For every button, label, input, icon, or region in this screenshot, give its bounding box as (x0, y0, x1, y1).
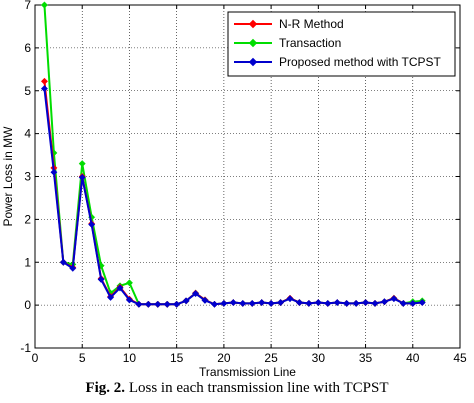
y-tick-label: 0 (24, 298, 31, 312)
y-tick-label: 3 (24, 170, 31, 184)
legend-label: Transaction (279, 36, 341, 50)
legend-marker (248, 19, 258, 29)
data-point (258, 298, 266, 307)
x-tick-label: 15 (170, 351, 184, 365)
data-point (182, 297, 190, 305)
data-point (333, 298, 341, 307)
series-line (43, 81, 423, 306)
data-point (314, 298, 322, 307)
data-point (267, 299, 275, 307)
y-tick-label: 2 (24, 212, 31, 226)
legend-marker (248, 38, 258, 48)
figure-caption: Fig. 2. Loss in each transmission line w… (0, 380, 474, 397)
legend: N-R Method Transaction Proposed method wit… (227, 11, 456, 77)
y-tick-label: 1 (24, 255, 31, 269)
data-point (295, 298, 303, 307)
series-group (40, 1, 426, 308)
x-axis-label: Transmission Line (199, 365, 296, 379)
data-point (154, 300, 162, 308)
data-point (371, 299, 379, 307)
data-point (380, 298, 388, 306)
x-tick-label: 5 (79, 351, 86, 365)
data-point (362, 298, 370, 307)
data-point (220, 299, 228, 307)
x-tick-label: 0 (32, 351, 39, 365)
data-point (210, 300, 218, 308)
legend-label: Proposed method with TCPST (279, 55, 442, 69)
legend-item: N-R Method (234, 17, 344, 31)
data-point (135, 300, 143, 308)
x-tick-label: 40 (406, 351, 420, 365)
x-tick-label: 45 (453, 351, 467, 365)
data-point (239, 299, 247, 307)
x-tick-label: 35 (359, 351, 373, 365)
data-point (50, 168, 58, 176)
data-point (248, 299, 256, 307)
data-point (78, 173, 86, 181)
data-point (40, 85, 48, 93)
data-point (69, 264, 77, 272)
data-point (59, 258, 67, 266)
data-point (229, 298, 237, 307)
data-point (399, 299, 407, 307)
x-tick-label: 30 (312, 351, 326, 365)
data-point (163, 300, 171, 308)
data-point (97, 275, 105, 283)
series-n-r-method (40, 77, 426, 308)
data-point (324, 299, 332, 307)
y-tick-label: 6 (24, 41, 31, 55)
data-point (116, 284, 124, 292)
data-point (343, 299, 351, 307)
y-tick-label: 4 (24, 127, 31, 141)
data-point (173, 300, 181, 308)
y-tick-label: -1 (20, 341, 31, 355)
data-point (390, 295, 398, 303)
data-point (88, 220, 96, 229)
data-point (40, 77, 48, 85)
data-point (201, 296, 209, 304)
caption-text: Loss in each transmission line with TCPS… (125, 380, 389, 396)
data-point (125, 279, 133, 287)
series-line (43, 88, 423, 306)
data-point (192, 289, 200, 298)
x-tick-label: 25 (264, 351, 278, 365)
legend-item: Transaction (234, 36, 341, 50)
data-point (352, 299, 360, 307)
data-point (107, 293, 115, 301)
data-point (409, 299, 417, 307)
legend-item: Proposed method with TCPST (234, 55, 442, 69)
data-point (418, 298, 426, 307)
data-point (125, 296, 133, 304)
data-point (78, 160, 86, 168)
data-point (40, 1, 48, 9)
y-axis-label: Power Loss in MW (1, 126, 15, 227)
data-point (305, 299, 313, 307)
x-tick-label: 20 (217, 351, 231, 365)
legend-label: N-R Method (279, 17, 344, 31)
data-point (277, 298, 285, 307)
series-proposed-method-with-tcpst (40, 85, 426, 308)
caption-prefix: Fig. 2. (85, 380, 126, 396)
y-tick-label: 7 (24, 0, 31, 12)
y-tick-label: 5 (24, 84, 31, 98)
legend-marker (248, 57, 258, 67)
data-point (286, 295, 294, 303)
x-tick-label: 10 (123, 351, 137, 365)
data-point (144, 300, 152, 308)
